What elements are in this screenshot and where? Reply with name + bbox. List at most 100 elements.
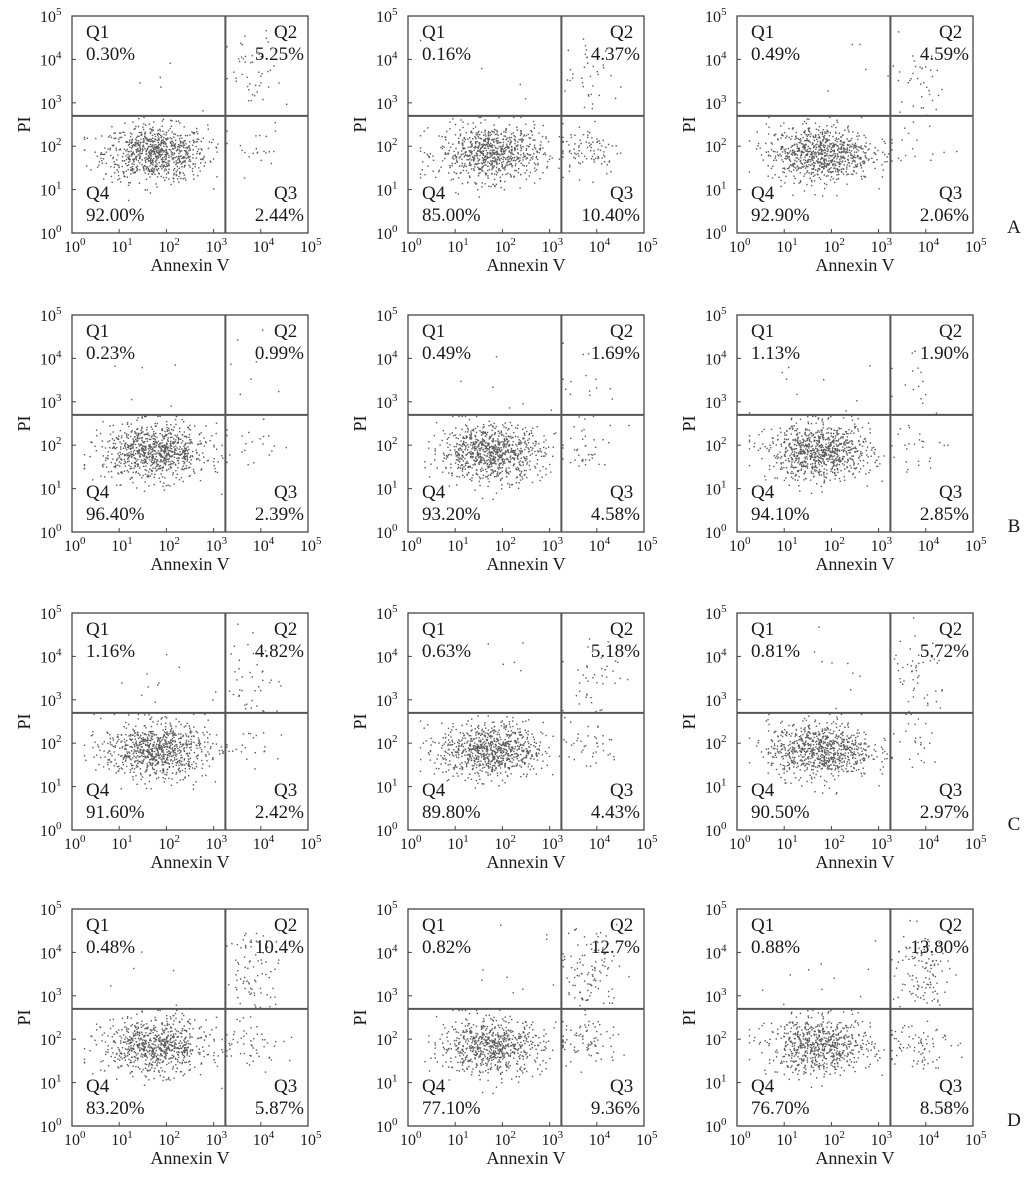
event-dot	[449, 121, 451, 123]
event-dot	[846, 168, 848, 170]
event-dot	[105, 173, 107, 175]
event-dot	[111, 144, 114, 147]
event-dot	[863, 162, 866, 164]
event-dot	[474, 142, 477, 145]
event-dot	[845, 151, 847, 153]
event-dot	[582, 85, 584, 88]
event-dot	[464, 147, 466, 150]
event-dot	[162, 446, 164, 448]
event-dot	[454, 434, 457, 436]
event-dot	[516, 445, 518, 447]
event-dot	[862, 459, 865, 462]
event-dot	[830, 160, 832, 163]
event-dot	[454, 134, 457, 136]
event-dot	[822, 135, 824, 138]
event-dot	[247, 464, 249, 466]
event-dot	[185, 150, 187, 152]
event-dot	[822, 139, 824, 141]
event-dot	[155, 425, 157, 427]
event-dot	[124, 460, 126, 463]
event-dot	[163, 460, 165, 462]
x-axis-label: Annexin V	[815, 255, 894, 275]
event-dot	[130, 141, 132, 143]
event-dot	[785, 155, 787, 158]
event-dot	[796, 444, 798, 447]
event-dot	[165, 445, 168, 447]
event-dot	[483, 444, 485, 447]
event-dot	[839, 143, 841, 145]
x-tick-label: 104	[589, 535, 611, 555]
event-dot	[830, 435, 832, 437]
event-dot	[849, 452, 851, 454]
event-dot	[485, 468, 487, 471]
event-dot	[485, 447, 487, 450]
event-dot	[523, 437, 525, 440]
event-dot	[491, 163, 494, 165]
event-dot	[198, 433, 201, 435]
event-dot	[826, 139, 828, 141]
event-dot	[825, 140, 828, 143]
event-dot	[171, 120, 173, 122]
q2-name: Q2	[610, 22, 633, 43]
event-dot	[479, 484, 481, 487]
event-dot	[256, 91, 258, 93]
event-dot	[810, 179, 813, 181]
event-dot	[780, 155, 782, 157]
event-dot	[123, 470, 126, 472]
event-dot	[490, 469, 492, 471]
event-dot	[499, 154, 501, 156]
event-dot	[838, 162, 841, 164]
event-dot	[799, 167, 801, 169]
event-dot	[135, 141, 137, 144]
event-dot	[126, 148, 128, 151]
event-dot	[156, 149, 158, 152]
event-dot	[820, 485, 823, 488]
event-dot	[488, 162, 491, 164]
y-axis-label: PI	[350, 415, 370, 431]
event-dot	[562, 136, 564, 139]
q1-percent: 0.23%	[86, 343, 135, 364]
event-dot	[828, 135, 831, 137]
event-dot	[605, 146, 607, 149]
event-dot	[480, 138, 483, 140]
event-dot	[170, 443, 172, 445]
event-dot	[783, 132, 786, 134]
event-dot	[490, 155, 492, 158]
event-dot	[441, 135, 443, 138]
event-dot	[131, 455, 133, 458]
event-dot	[465, 437, 467, 439]
event-dot	[873, 446, 875, 449]
event-dot	[881, 164, 883, 166]
event-dot	[154, 153, 157, 155]
event-dot	[806, 170, 809, 172]
event-dot	[820, 454, 822, 456]
event-dot	[481, 131, 483, 133]
event-dot	[798, 139, 801, 141]
event-dot	[498, 141, 501, 144]
event-dot	[510, 155, 512, 157]
event-dot	[835, 137, 837, 139]
event-dot	[465, 454, 467, 456]
event-dot	[860, 116, 863, 119]
event-dot	[578, 146, 580, 148]
event-dot	[507, 429, 509, 431]
event-dot	[134, 432, 137, 435]
event-dot	[135, 125, 137, 128]
event-dot	[592, 181, 594, 183]
event-dot	[477, 175, 480, 177]
event-dot	[104, 153, 106, 155]
event-dot	[149, 132, 152, 135]
event-dot	[517, 144, 519, 146]
event-dot	[800, 167, 802, 169]
event-dot	[570, 152, 572, 155]
event-dot	[788, 136, 790, 139]
event-dot	[532, 120, 535, 123]
event-dot	[536, 459, 539, 461]
event-dot	[133, 160, 135, 163]
event-dot	[492, 149, 494, 152]
event-dot	[428, 156, 430, 159]
event-dot	[496, 471, 499, 473]
event-dot	[543, 441, 545, 443]
event-dot	[474, 441, 477, 443]
event-dot	[130, 150, 132, 152]
